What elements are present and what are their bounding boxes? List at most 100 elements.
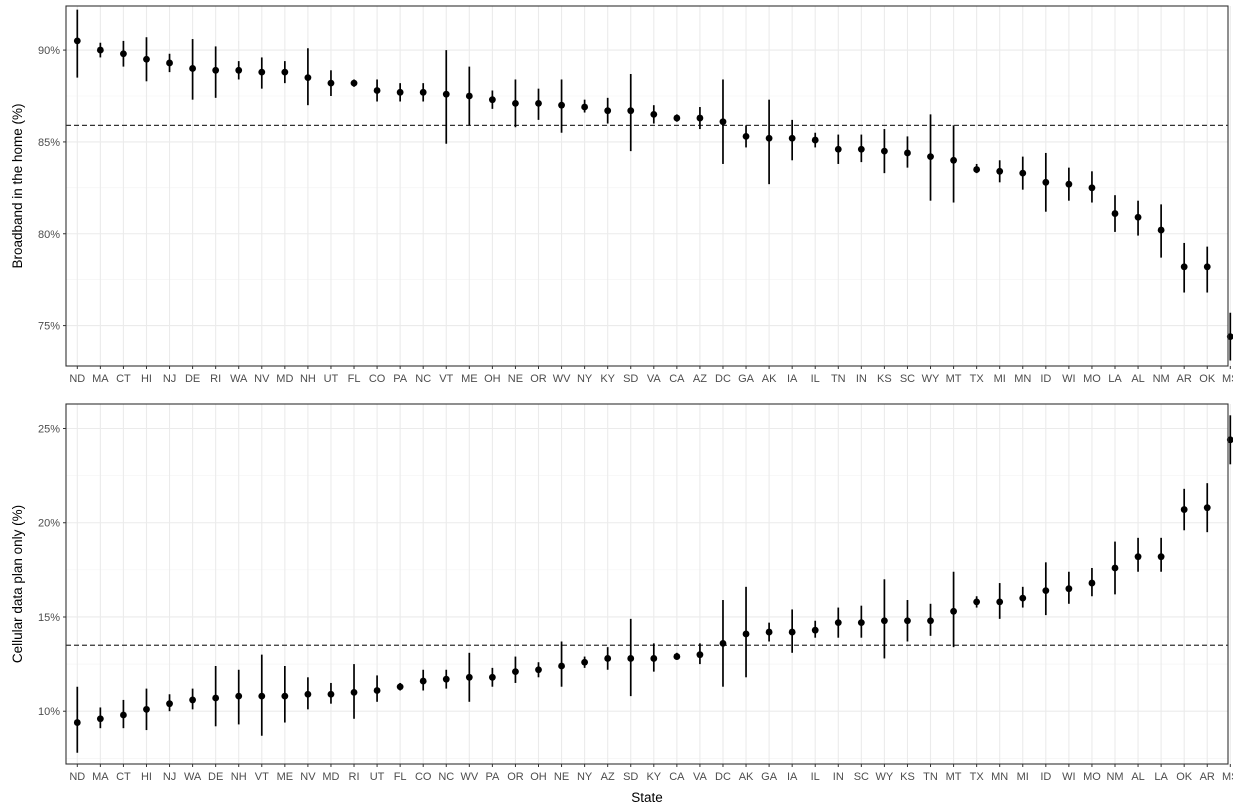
data-point-or (512, 668, 519, 676)
data-point-ct (120, 50, 127, 58)
x-tick-label-ca: CA (669, 771, 685, 783)
data-point-mt (950, 156, 957, 164)
data-point-ma (96, 715, 104, 723)
data-point-in (834, 619, 842, 627)
x-tick-label-md: MD (322, 771, 339, 783)
y-tick-label: 15% (38, 612, 60, 624)
x-tick-label-ne: NE (554, 771, 569, 783)
data-point-pa (488, 673, 496, 681)
x-tick-label-id: ID (1040, 771, 1051, 783)
data-point-co (373, 87, 381, 94)
x-tick-label-co: CO (369, 373, 386, 385)
data-point-co (419, 677, 427, 685)
x-tick-label-mo: MO (1083, 373, 1101, 385)
data-point-mt (950, 607, 957, 615)
x-tick-label-ut: UT (370, 771, 385, 783)
data-point-nc (419, 88, 427, 96)
data-point-la (1111, 210, 1119, 217)
x-tick-label-vt: VT (255, 771, 269, 783)
x-tick-label-ak: AK (762, 373, 777, 385)
x-tick-label-pa: PA (485, 771, 500, 783)
x-tick-label-ar: AR (1200, 771, 1215, 783)
x-tick-label-al: AL (1131, 771, 1144, 783)
x-tick-label-in: IN (856, 373, 867, 385)
data-point-nc (442, 675, 450, 683)
data-point-nv (304, 690, 312, 698)
x-tick-label-tn: TN (831, 373, 846, 385)
x-tick-label-co: CO (415, 771, 432, 783)
data-point-tx (973, 166, 981, 173)
data-point-ks (904, 617, 911, 625)
x-tick-label-ok: OK (1176, 771, 1193, 783)
data-point-sc (857, 619, 865, 627)
x-tick-label-id: ID (1040, 373, 1051, 385)
data-point-hi (143, 705, 150, 713)
x-tick-label-nh: NH (231, 771, 247, 783)
x-tick-label-ne: NE (508, 373, 523, 385)
data-point-vt (442, 90, 450, 98)
x-tick-label-nm: NM (1106, 771, 1123, 783)
data-point-il (811, 626, 819, 634)
data-point-ky (650, 655, 658, 662)
x-tick-label-mo: MO (1083, 771, 1101, 783)
panel-border (65, 403, 1229, 765)
data-point-wa (189, 696, 197, 704)
x-tick-label-la: LA (1154, 771, 1168, 783)
x-axis-title: State (631, 790, 663, 805)
data-point-ny (581, 103, 589, 111)
data-point-me (465, 92, 473, 100)
x-tick-label-ak: AK (739, 771, 754, 783)
data-point-fl (396, 683, 404, 691)
data-point-va (696, 651, 704, 659)
data-point-ia (788, 628, 796, 636)
data-point-ga (742, 133, 750, 140)
y-tick-label: 85% (38, 137, 60, 149)
data-point-dc (719, 639, 727, 647)
data-point-al (1134, 213, 1142, 221)
data-point-mn (996, 598, 1004, 606)
x-tick-label-sc: SC (854, 771, 869, 783)
y-tick-label: 25% (38, 424, 60, 436)
data-point-oh (488, 96, 496, 104)
data-point-nm (1111, 564, 1119, 572)
data-point-ma (96, 46, 104, 54)
x-tick-label-dc: DC (715, 771, 731, 783)
x-tick-label-il: IL (811, 373, 820, 385)
x-tick-label-ms: MS (1222, 373, 1233, 385)
data-point-vt (258, 692, 266, 700)
data-point-nj (166, 59, 173, 67)
data-point-nd (73, 719, 81, 726)
x-tick-label-mn: MN (1014, 373, 1031, 385)
y-tick-label: 10% (38, 706, 60, 718)
x-tick-label-ia: IA (787, 373, 798, 385)
x-tick-label-nd: ND (69, 771, 85, 783)
x-tick-label-tn: TN (923, 771, 938, 783)
data-point-ri (350, 688, 358, 696)
panel-background (66, 6, 1228, 366)
data-point-ri (212, 66, 220, 74)
data-point-mo (1088, 184, 1096, 192)
x-tick-label-nc: NC (438, 771, 454, 783)
data-point-oh (535, 666, 542, 674)
data-point-ia (788, 134, 796, 142)
x-tick-label-ct: CT (116, 373, 131, 385)
data-point-ak (742, 630, 750, 638)
x-tick-label-ma: MA (92, 771, 109, 783)
data-point-ca (673, 653, 681, 660)
y-axis-title: Cellular data plan only (%) (10, 505, 25, 663)
x-tick-label-va: VA (693, 771, 708, 783)
data-point-ks (881, 147, 888, 155)
x-tick-label-ks: KS (877, 373, 892, 385)
x-tick-label-nv: NV (300, 771, 316, 783)
data-point-ut (373, 687, 381, 694)
x-tick-label-or: OR (530, 373, 547, 385)
data-point-ca (673, 114, 681, 122)
x-tick-label-il: IL (811, 771, 820, 783)
x-tick-label-me: ME (461, 373, 478, 385)
data-point-va (650, 110, 658, 118)
x-tick-label-hi: HI (141, 771, 152, 783)
data-point-al (1134, 553, 1142, 561)
x-tick-label-ca: CA (669, 373, 685, 385)
